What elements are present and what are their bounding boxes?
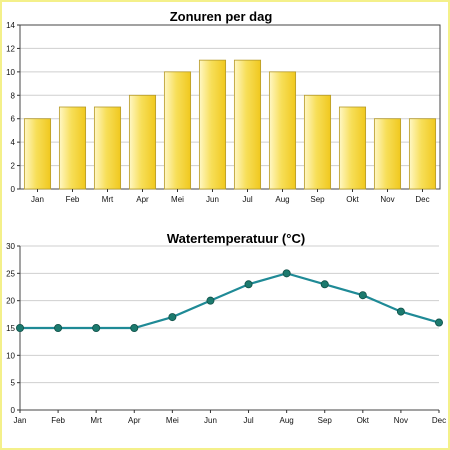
line-y-tick-label: 5 [11,379,16,388]
data-point [282,269,291,278]
data-point [396,307,405,316]
bar-x-tick-label: Mei [171,195,184,204]
line-y-tick-label: 15 [6,324,15,333]
line-y-tick-label: 0 [11,406,16,415]
line-y-tick-label: 25 [6,269,15,278]
bar-x-tick-label: Apr [136,195,149,204]
line-x-tick-label: Jul [243,416,253,425]
line-chart-title: Watertemperatuur (°C) [167,231,305,246]
line-x-tick-label: Nov [394,416,408,425]
bar [373,118,402,190]
bar-x-tick-label: Jan [31,195,44,204]
line-x-tick-label: Aug [280,416,294,425]
line-y-tick-label: 20 [6,297,15,306]
bar-y-tick-label: 14 [6,21,15,30]
bar-y-tick-label: 8 [11,91,16,100]
bar-x-tick-label: Mrt [102,195,114,204]
line-x-tick-label: Mei [166,416,179,425]
data-point [168,313,177,322]
bar-y-tick-label: 6 [11,115,16,124]
bar-y-tick-label: 12 [6,44,15,53]
data-point [15,323,24,332]
data-point [320,280,329,289]
data-point [434,318,443,327]
bar-x-tick-label: Aug [275,195,289,204]
bar-x-tick-label: Okt [346,195,359,204]
bar-plot-frame [19,24,441,190]
line-y-tick-label: 30 [6,242,15,251]
bar-x-tick-label: Dec [415,195,429,204]
bar [163,71,192,190]
bar-x-tick-label: Nov [380,195,394,204]
bar-y-tick-label: 0 [11,185,16,194]
data-point [358,291,367,300]
bar [268,71,297,190]
data-point [92,323,101,332]
bar-chart-title: Zonuren per dag [170,9,273,24]
bar-y-tick-label: 10 [6,68,15,77]
bar [93,106,122,190]
data-point [130,323,139,332]
line-x-tick-label: Mrt [90,416,102,425]
line-x-tick-label: Sep [318,416,333,425]
data-point [206,296,215,305]
data-point [54,323,63,332]
line-x-tick-label: Okt [357,416,370,425]
bar-x-tick-label: Sep [310,195,325,204]
line-y-tick-label: 10 [6,351,15,360]
line-x-tick-label: Apr [128,416,141,425]
sun-hours-bar-chart: 0 2 4 6 8 10 12 14 Jan Feb Mrt Apr Mei Jun Jul Aug Sep Ok… [6,21,441,204]
bar [408,118,437,190]
line-x-tick-label: Dec [432,416,446,425]
water-temperature-line-chart: 0 5 10 15 20 25 30 Jan Feb Mrt Apr Mei Jun Jul Aug Sep O… [6,242,446,425]
bar-x-tick-label: Jun [206,195,219,204]
line-x-tick-label: Feb [51,416,65,425]
line-x-tick-label: Jan [14,416,27,425]
bar-x-tick-label: Feb [66,195,80,204]
bar [198,59,227,190]
bar-y-tick-label: 4 [11,138,16,147]
bar [58,106,87,190]
temperature-series-line [20,272,440,330]
bar [233,59,262,190]
bar [23,118,52,190]
data-point [244,280,253,289]
bar [128,94,157,190]
line-x-tick-label: Jun [204,416,217,425]
bar-y-tick-label: 2 [11,162,16,171]
bar [338,106,367,190]
bar [303,94,332,190]
bar-x-tick-label: Jul [242,195,252,204]
